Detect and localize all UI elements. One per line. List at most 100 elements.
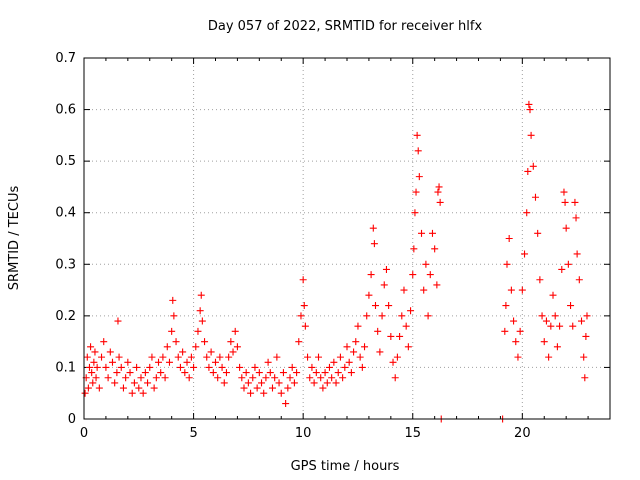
data-point xyxy=(187,353,195,361)
data-point xyxy=(583,312,591,320)
data-point xyxy=(538,312,546,320)
data-point xyxy=(227,338,235,346)
data-point xyxy=(275,379,283,387)
data-point xyxy=(341,363,349,371)
plot-frame xyxy=(83,57,611,420)
data-point xyxy=(218,363,226,371)
data-point xyxy=(240,384,248,392)
x-tick-label: 20 xyxy=(514,426,531,441)
data-point xyxy=(108,358,116,366)
data-point xyxy=(578,317,586,325)
data-point xyxy=(106,348,114,356)
data-point xyxy=(556,322,564,330)
data-point xyxy=(534,229,542,237)
data-point xyxy=(411,209,419,217)
data-point xyxy=(312,369,320,377)
y-tick-label: 0.4 xyxy=(55,206,76,221)
data-point xyxy=(201,338,209,346)
data-point xyxy=(514,353,522,361)
data-point xyxy=(345,358,353,366)
data-point xyxy=(407,307,415,315)
data-point xyxy=(266,369,274,377)
data-point xyxy=(114,317,122,325)
data-point xyxy=(343,343,351,351)
data-point xyxy=(119,384,127,392)
data-point xyxy=(98,353,106,361)
data-point xyxy=(332,379,340,387)
data-point xyxy=(209,369,217,377)
data-point xyxy=(194,327,202,335)
data-point xyxy=(387,332,395,340)
data-point xyxy=(516,327,524,335)
data-point xyxy=(510,317,518,325)
data-point xyxy=(170,312,178,320)
data-point xyxy=(229,348,237,356)
data-point xyxy=(220,379,228,387)
data-point xyxy=(89,379,97,387)
data-point xyxy=(424,312,432,320)
data-point xyxy=(244,379,252,387)
data-point xyxy=(176,363,184,371)
data-point xyxy=(87,343,95,351)
data-point xyxy=(249,374,257,382)
data-point xyxy=(404,343,412,351)
data-point xyxy=(330,358,338,366)
data-point xyxy=(85,363,93,371)
data-point xyxy=(569,322,577,330)
data-point xyxy=(542,317,550,325)
data-point xyxy=(306,374,314,382)
data-point xyxy=(95,384,103,392)
data-point xyxy=(527,131,535,139)
data-point xyxy=(139,389,147,397)
data-point xyxy=(90,358,98,366)
data-point xyxy=(321,369,329,377)
data-point xyxy=(84,384,92,392)
data-point xyxy=(551,312,559,320)
y-tick-label: 0.7 xyxy=(55,51,76,66)
data-point xyxy=(536,276,544,284)
data-point xyxy=(572,214,580,222)
data-point xyxy=(288,363,296,371)
data-point xyxy=(300,302,308,310)
data-point xyxy=(501,327,509,335)
data-point xyxy=(518,286,526,294)
ticks: 0 0.1 0.2 0.3 0.4 0.5 0.6 0.7 0 5 10 15 20 xyxy=(55,51,610,441)
data-point xyxy=(216,353,224,361)
data-point xyxy=(436,198,444,206)
data-point xyxy=(339,374,347,382)
data-point xyxy=(356,353,364,361)
data-point xyxy=(525,100,533,108)
data-point xyxy=(310,379,318,387)
data-point xyxy=(575,276,583,284)
data-point xyxy=(328,374,336,382)
data-point xyxy=(284,384,292,392)
data-point xyxy=(415,173,423,181)
data-point xyxy=(150,384,158,392)
data-point xyxy=(207,348,215,356)
data-point xyxy=(358,363,366,371)
data-point xyxy=(115,353,123,361)
data-point xyxy=(561,198,569,206)
data-point xyxy=(277,389,285,397)
data-point xyxy=(185,374,193,382)
data-point xyxy=(137,374,145,382)
data-point xyxy=(104,374,112,382)
data-point xyxy=(301,322,309,330)
data-point xyxy=(144,379,152,387)
data-point xyxy=(558,265,566,273)
data-point xyxy=(523,209,531,217)
data-point xyxy=(334,369,342,377)
data-point xyxy=(236,363,244,371)
data-point xyxy=(308,363,316,371)
data-point xyxy=(159,353,167,361)
data-point xyxy=(564,260,572,268)
data-point xyxy=(352,338,360,346)
y-tick-label: 0.6 xyxy=(55,103,76,118)
data-point xyxy=(205,363,213,371)
data-point xyxy=(350,348,358,356)
data-point xyxy=(507,286,515,294)
data-point xyxy=(192,343,200,351)
y-tick-label: 0.2 xyxy=(55,309,76,324)
data-point xyxy=(315,353,323,361)
